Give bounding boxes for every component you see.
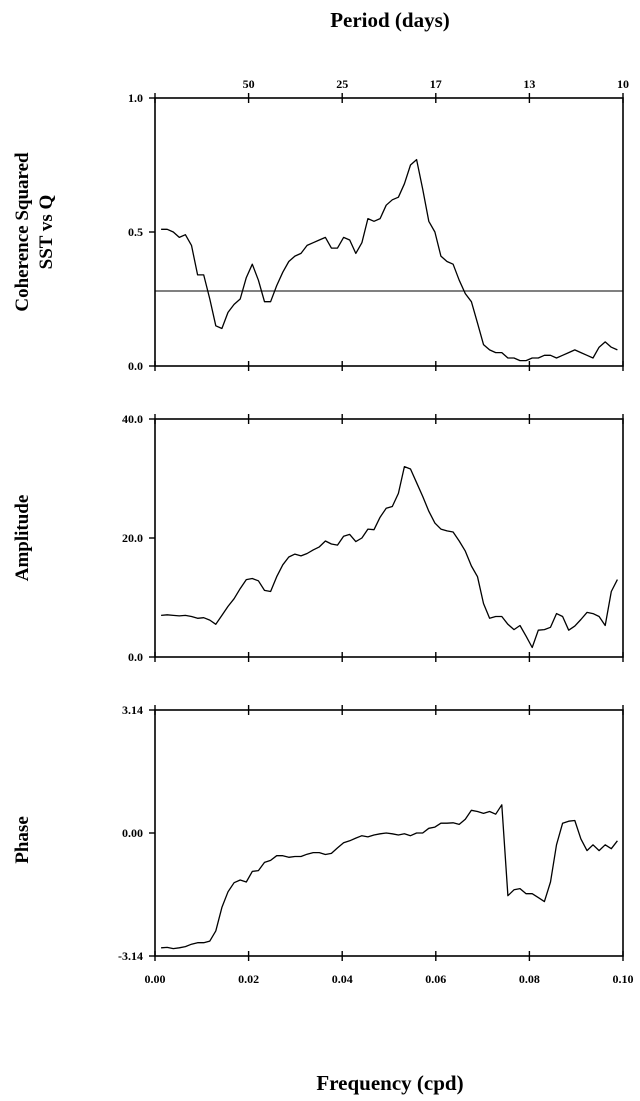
y-axis-label: Phase bbox=[12, 816, 33, 864]
bottom-tick-label: 0.02 bbox=[238, 972, 259, 986]
chart-panel-2: 0.0 20.0 40.0 Amplitude bbox=[12, 412, 624, 664]
bottom-tick-label: 0.06 bbox=[425, 972, 446, 986]
top-tick-label: 13 bbox=[523, 77, 535, 91]
chart-panel-1: 0.0 0.5 1.0 Coherence Squared SST vs Q 50 25 17… bbox=[12, 77, 629, 373]
y-tick-label: 0.0 bbox=[128, 359, 143, 373]
y-axis-label: SST vs Q bbox=[36, 195, 57, 270]
bottom-tick-label: 0.10 bbox=[613, 972, 634, 986]
panels: 0.0 0.5 1.0 Coherence Squared SST vs Q 50 25 17… bbox=[12, 77, 634, 986]
y-axis-label: Amplitude bbox=[12, 495, 33, 582]
bottom-tick-label: 0.04 bbox=[332, 972, 353, 986]
y-tick-label: 1.0 bbox=[128, 91, 143, 105]
bottom-axis-title: Frequency (cpd) bbox=[316, 1071, 463, 1095]
y-tick-label: -3.14 bbox=[118, 949, 143, 963]
top-tick-label: 25 bbox=[336, 77, 348, 91]
y-tick-label: 40.0 bbox=[122, 412, 143, 426]
plot-frame bbox=[154, 97, 624, 367]
y-tick-label: 3.14 bbox=[122, 703, 143, 717]
data-series-line bbox=[161, 804, 618, 950]
top-tick-label: 50 bbox=[243, 77, 255, 91]
data-series-line bbox=[161, 158, 618, 362]
y-tick-label: 20.0 bbox=[122, 531, 143, 545]
data-series-line bbox=[161, 465, 618, 649]
y-tick-label: 0.00 bbox=[122, 826, 143, 840]
bottom-tick-label: 0.08 bbox=[519, 972, 540, 986]
bottom-tick-label: 0.00 bbox=[145, 972, 166, 986]
top-tick-label: 10 bbox=[617, 77, 629, 91]
y-tick-label: 0.5 bbox=[128, 225, 143, 239]
top-axis-title: Period (days) bbox=[330, 8, 450, 32]
y-axis-label: Coherence Squared bbox=[12, 152, 33, 312]
top-tick-label: 17 bbox=[430, 77, 442, 91]
y-tick-label: 0.0 bbox=[128, 650, 143, 664]
